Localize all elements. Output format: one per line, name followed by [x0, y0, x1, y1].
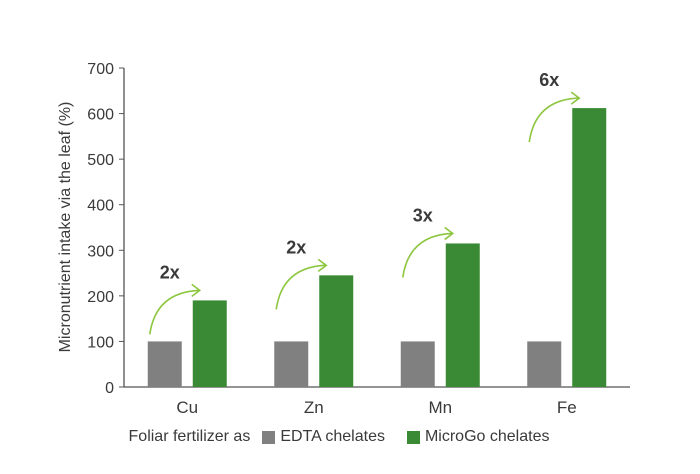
multiplier-label-mn: 3x	[413, 205, 433, 225]
legend-swatch-microgo	[406, 430, 420, 444]
category-labels: Cu Zn Mn Fe	[176, 398, 576, 417]
y-tick-label: 200	[87, 289, 114, 306]
bar-chart: Micronutrient intake via the leaf (%) 0 1…	[57, 61, 630, 417]
growth-arrowhead-mn	[444, 226, 455, 241]
y-ticks: 0 100 200 300 400 500 600 700	[87, 61, 124, 397]
legend-label-edta: EDTA chelates	[280, 428, 385, 445]
legend-swatch-edta	[262, 430, 276, 444]
bar-microgo-zn	[319, 275, 354, 387]
bar-edta-mn	[400, 341, 435, 387]
bar-edta-cu	[147, 341, 182, 387]
growth-arrowhead-zn	[317, 258, 328, 272]
bar-microgo-cu	[192, 300, 227, 387]
bars	[147, 108, 607, 388]
growth-arrowhead-cu	[191, 283, 202, 298]
legend: Foliar fertilizer as EDTA chelates Micro…	[0, 424, 700, 450]
bar-edta-fe	[527, 341, 562, 387]
category-label-fe: Fe	[557, 398, 577, 417]
legend-lead-text: Foliar fertilizer as	[128, 428, 251, 445]
legend-item-microgo: MicroGo chelates	[406, 428, 550, 446]
legend-item-edta: EDTA chelates	[262, 428, 385, 446]
y-tick-label: 700	[87, 61, 114, 78]
growth-arrow-mn	[401, 232, 452, 278]
multiplier-annotations: 2x 2x 3x 6x	[148, 70, 581, 335]
legend-label-microgo: MicroGo chelates	[424, 428, 550, 445]
multiplier-label-zn: 2x	[286, 237, 306, 257]
category-label-zn: Zn	[304, 398, 324, 417]
bar-microgo-mn	[445, 243, 480, 387]
bar-edta-zn	[274, 341, 309, 387]
multiplier-label-cu: 2x	[160, 262, 180, 282]
growth-arrow-cu	[148, 289, 199, 335]
y-tick-label: 300	[87, 243, 114, 260]
y-tick-label: 500	[87, 152, 114, 169]
y-axis-label: Micronutrient intake via the leaf (%)	[57, 102, 74, 353]
y-tick-label: 0	[105, 380, 114, 397]
y-tick-label: 600	[87, 107, 114, 124]
multiplier-label-fe: 6x	[539, 70, 559, 90]
growth-arrowhead-fe	[570, 91, 581, 105]
y-tick-label: 400	[87, 198, 114, 215]
bar-microgo-fe	[572, 108, 607, 388]
growth-arrow-fe	[528, 97, 579, 143]
growth-arrow-zn	[275, 264, 326, 310]
category-label-cu: Cu	[176, 398, 198, 417]
category-label-mn: Mn	[428, 398, 452, 417]
y-tick-label: 100	[87, 334, 114, 351]
